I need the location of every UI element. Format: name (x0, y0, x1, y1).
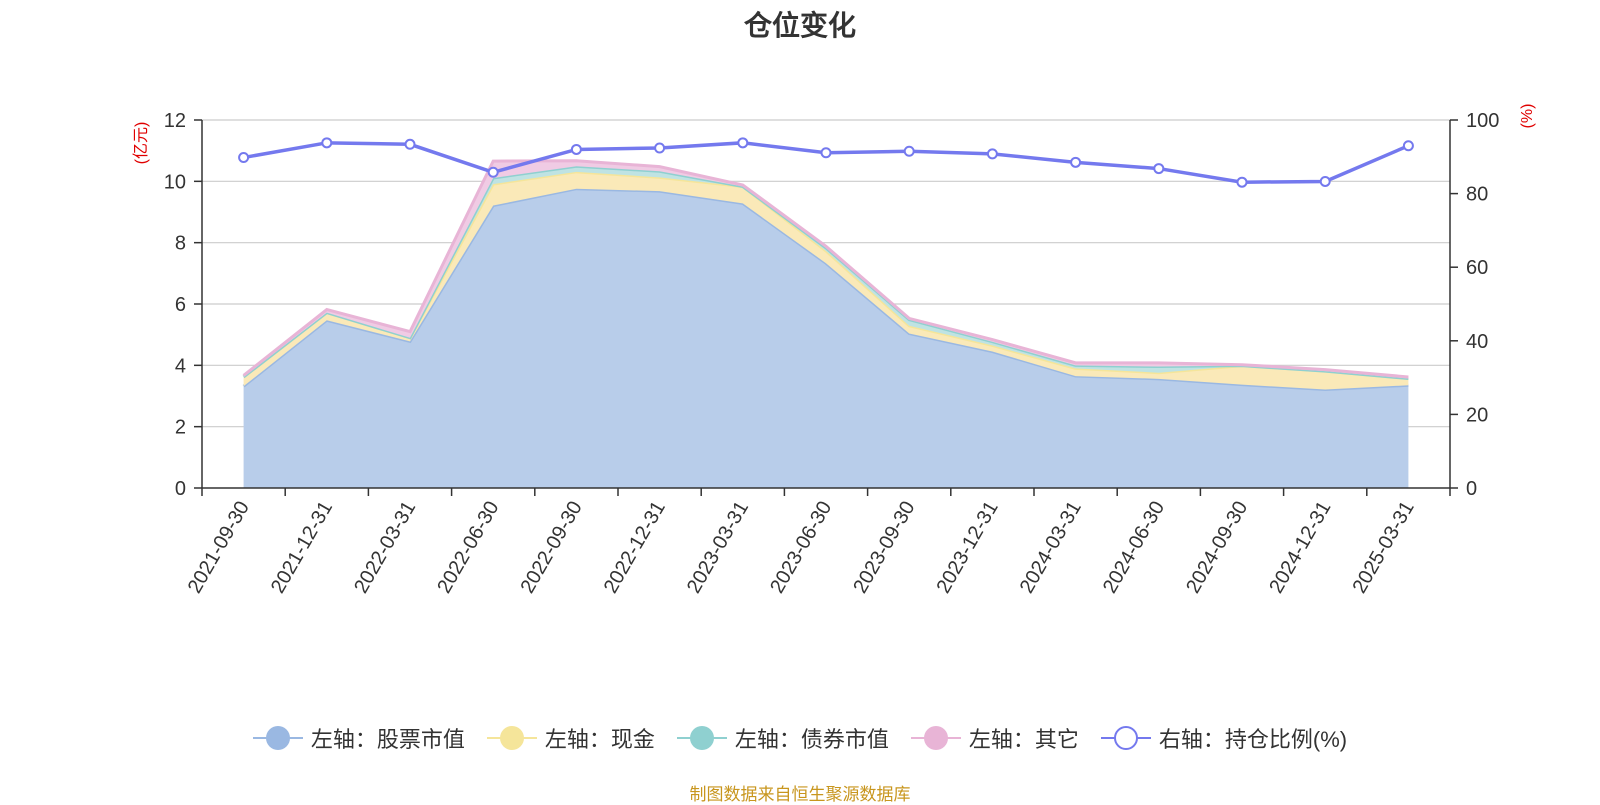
x-axis-tick-label: 2021-12-31 (267, 498, 337, 598)
ratio-point (404, 138, 416, 150)
x-axis-tick-label: 2021-09-30 (184, 498, 254, 598)
legend-label: 左轴：债券市值 (734, 727, 889, 752)
ratio-point (238, 152, 250, 164)
legend-swatch-icon (676, 725, 727, 751)
ratio-point (737, 137, 749, 149)
legend-item-5[interactable]: 右轴：持仓比例(%) (1100, 722, 1348, 754)
x-axis-tick-label: 2023-06-30 (766, 498, 836, 598)
left-axis-unit: (亿元) (132, 122, 150, 165)
right-axis-tick-label: 40 (1466, 331, 1488, 353)
x-axis-tick-label: 2023-09-30 (849, 498, 919, 598)
source-note: 制图数据来自恒生聚源数据库 (689, 785, 911, 804)
ratio-point (1319, 175, 1331, 187)
legend-label: 左轴：其它 (968, 727, 1079, 752)
x-axis-tick-label: 2022-12-31 (600, 498, 670, 598)
left-axis-tick-label: 0 (175, 478, 186, 500)
right-axis-unit: (%) (1519, 104, 1536, 129)
legend-swatch-dot (689, 726, 714, 750)
left-axis-tick-label: 12 (164, 110, 186, 132)
right-axis-tick-label: 20 (1466, 404, 1488, 426)
legend-item-4[interactable]: 左轴：其它 (910, 722, 1079, 754)
ratio-point (321, 137, 333, 149)
stacked-areas (242, 159, 1409, 488)
area-edge-series-4 (242, 159, 1409, 379)
right-axis-tick-label: 60 (1466, 257, 1488, 279)
left-axis-tick-label: 6 (175, 294, 186, 316)
ratio-point (903, 145, 915, 157)
left-axis-tick-label: 10 (164, 171, 186, 193)
chart-title: 仓位变化 (743, 10, 856, 41)
legend: 左轴：股票市值 左轴：现金 左轴：债券市值 左轴：其它 右轴：持仓比例(%) (0, 722, 1600, 754)
legend-label: 右轴：持仓比例(%) (1158, 727, 1348, 752)
left-axis-tick-label: 4 (175, 355, 186, 377)
legend-item-2[interactable]: 左轴：现金 (486, 722, 655, 754)
ratio-point (1402, 140, 1414, 152)
x-axis-tick-label: 2022-06-30 (433, 498, 503, 598)
legend-label: 左轴：现金 (544, 727, 655, 752)
legend-swatch-dot (499, 726, 524, 750)
x-axis-tick-label: 2024-06-30 (1099, 498, 1169, 598)
x-axis-tick-label: 2024-09-30 (1182, 498, 1252, 598)
right-axis-tick-label: 0 (1466, 478, 1477, 500)
x-axis-tick-label: 2022-09-30 (517, 498, 587, 598)
ratio-point (487, 166, 499, 178)
right-axis-tick-label: 80 (1466, 184, 1488, 206)
area-series-1 (243, 188, 1409, 488)
left-axis-tick-label: 2 (175, 417, 186, 439)
ratio-point (820, 147, 832, 159)
ratio-point (1070, 156, 1082, 168)
legend-item-1[interactable]: 左轴：股票市值 (252, 722, 465, 754)
legend-swatch-icon (910, 725, 961, 751)
legend-swatch-icon (252, 725, 303, 751)
ratio-point (1153, 163, 1165, 175)
ratio-point (654, 142, 666, 154)
legend-label: 左轴：股票市值 (310, 727, 465, 752)
ratio-point (570, 143, 582, 155)
x-axis-tick-label: 2024-12-31 (1265, 498, 1335, 598)
legend-swatch-icon (1100, 725, 1151, 751)
right-axis-tick-label: 100 (1466, 110, 1499, 132)
ratio-point (1236, 176, 1248, 188)
legend-swatch-icon (486, 725, 537, 751)
legend-swatch-dot (923, 726, 948, 750)
ratio-line (238, 137, 1414, 188)
x-axis-tick-label: 2022-03-31 (350, 498, 420, 598)
legend-item-3[interactable]: 左轴：债券市值 (676, 722, 889, 754)
legend-swatch-dot (265, 726, 290, 750)
x-axis-tick-label: 2024-03-31 (1016, 498, 1086, 598)
ratio-point (986, 148, 998, 160)
left-axis-tick-label: 8 (175, 233, 186, 255)
legend-swatch-dot (1113, 726, 1138, 750)
x-axis-tick-label: 2025-03-31 (1349, 498, 1419, 598)
x-axis-tick-label: 2023-03-31 (683, 498, 753, 598)
x-axis-tick-label: 2023-12-31 (933, 498, 1003, 598)
